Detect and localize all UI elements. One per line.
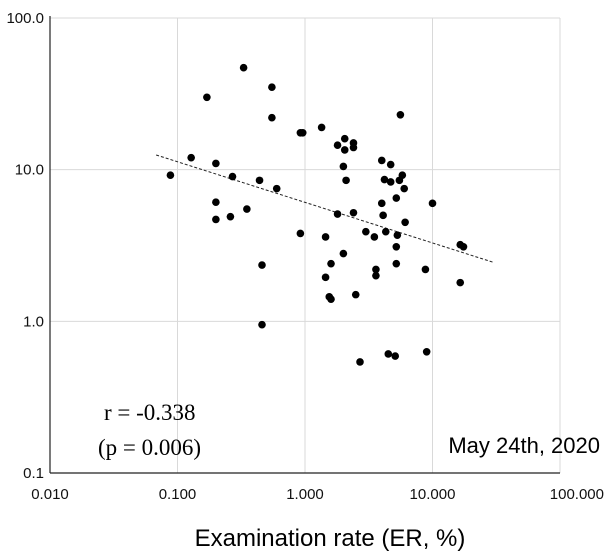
data-point xyxy=(356,358,364,366)
date-annotation: May 24th, 2020 xyxy=(448,433,600,458)
data-point xyxy=(340,134,349,143)
data-point xyxy=(342,176,350,185)
data-point xyxy=(422,347,431,356)
data-point xyxy=(395,176,404,185)
data-point xyxy=(228,172,237,181)
data-point xyxy=(327,259,335,268)
data-point xyxy=(296,229,305,238)
axes xyxy=(49,16,560,474)
data-point xyxy=(428,199,437,208)
data-point xyxy=(258,261,266,269)
data-point xyxy=(212,159,220,168)
data-point xyxy=(391,352,400,360)
y-tick-label: 0.1 xyxy=(23,465,44,482)
data-point xyxy=(372,271,380,280)
data-point xyxy=(349,208,358,217)
data-point xyxy=(370,233,379,241)
data-point xyxy=(166,171,175,179)
data-point xyxy=(339,162,348,171)
x-tick-label: 0.100 xyxy=(159,486,197,503)
correlation-r-annotation: r = -0.338 xyxy=(104,400,196,425)
data-point xyxy=(396,111,405,119)
data-point xyxy=(381,227,390,236)
data-point xyxy=(386,160,395,169)
data-point xyxy=(258,320,266,329)
data-point xyxy=(321,273,330,282)
y-tick-labels: 0.1 1.0 10.0 100.0 xyxy=(6,10,44,482)
x-tick-label: 0.010 xyxy=(31,486,69,503)
data-point xyxy=(243,205,251,213)
data-point xyxy=(421,265,430,274)
y-tick-label: 10.0 xyxy=(15,162,44,179)
data-point xyxy=(212,198,220,207)
data-point xyxy=(339,249,348,258)
data-point xyxy=(377,199,386,208)
y-tick-label: 1.0 xyxy=(23,313,44,330)
data-point xyxy=(380,175,389,184)
data-point xyxy=(392,243,401,251)
data-point xyxy=(212,215,220,224)
data-point xyxy=(255,176,264,185)
trendline xyxy=(155,154,494,263)
grid-lines xyxy=(50,17,561,473)
data-point xyxy=(333,141,342,149)
data-point xyxy=(272,184,281,193)
x-tick-label: 10.000 xyxy=(410,486,456,503)
data-point xyxy=(268,113,276,122)
data-point xyxy=(393,231,402,239)
trendline-dashed xyxy=(155,154,494,263)
data-point xyxy=(340,146,349,154)
data-point xyxy=(268,83,276,91)
x-axis-label: Examination rate (ER, %) xyxy=(195,525,466,552)
data-point xyxy=(392,259,401,268)
data-point xyxy=(327,295,335,303)
data-point xyxy=(349,143,358,152)
data-point xyxy=(384,350,393,358)
data-point xyxy=(379,211,387,220)
data-point xyxy=(400,184,409,193)
data-point xyxy=(362,227,370,236)
data-point xyxy=(351,290,360,299)
x-tick-label: 1.000 xyxy=(286,486,324,503)
data-point xyxy=(386,178,395,186)
data-points xyxy=(166,63,468,366)
p-value-annotation: (p = 0.006) xyxy=(98,435,201,460)
data-point xyxy=(456,278,465,287)
data-point xyxy=(203,93,211,102)
data-point xyxy=(377,156,386,165)
data-point xyxy=(459,243,468,251)
x-tick-labels: 0.010 0.100 1.000 10.000 100.000 xyxy=(31,486,604,503)
data-point xyxy=(239,63,248,72)
data-point xyxy=(392,194,401,202)
data-point xyxy=(226,212,235,221)
data-point xyxy=(317,123,326,132)
data-point xyxy=(321,233,330,241)
y-tick-label: 100.0 xyxy=(6,10,44,27)
x-tick-label: 100.000 xyxy=(550,486,604,503)
data-point xyxy=(298,129,307,137)
data-point xyxy=(372,265,380,274)
data-point xyxy=(401,218,409,227)
data-point xyxy=(333,210,342,218)
data-point xyxy=(187,153,195,162)
